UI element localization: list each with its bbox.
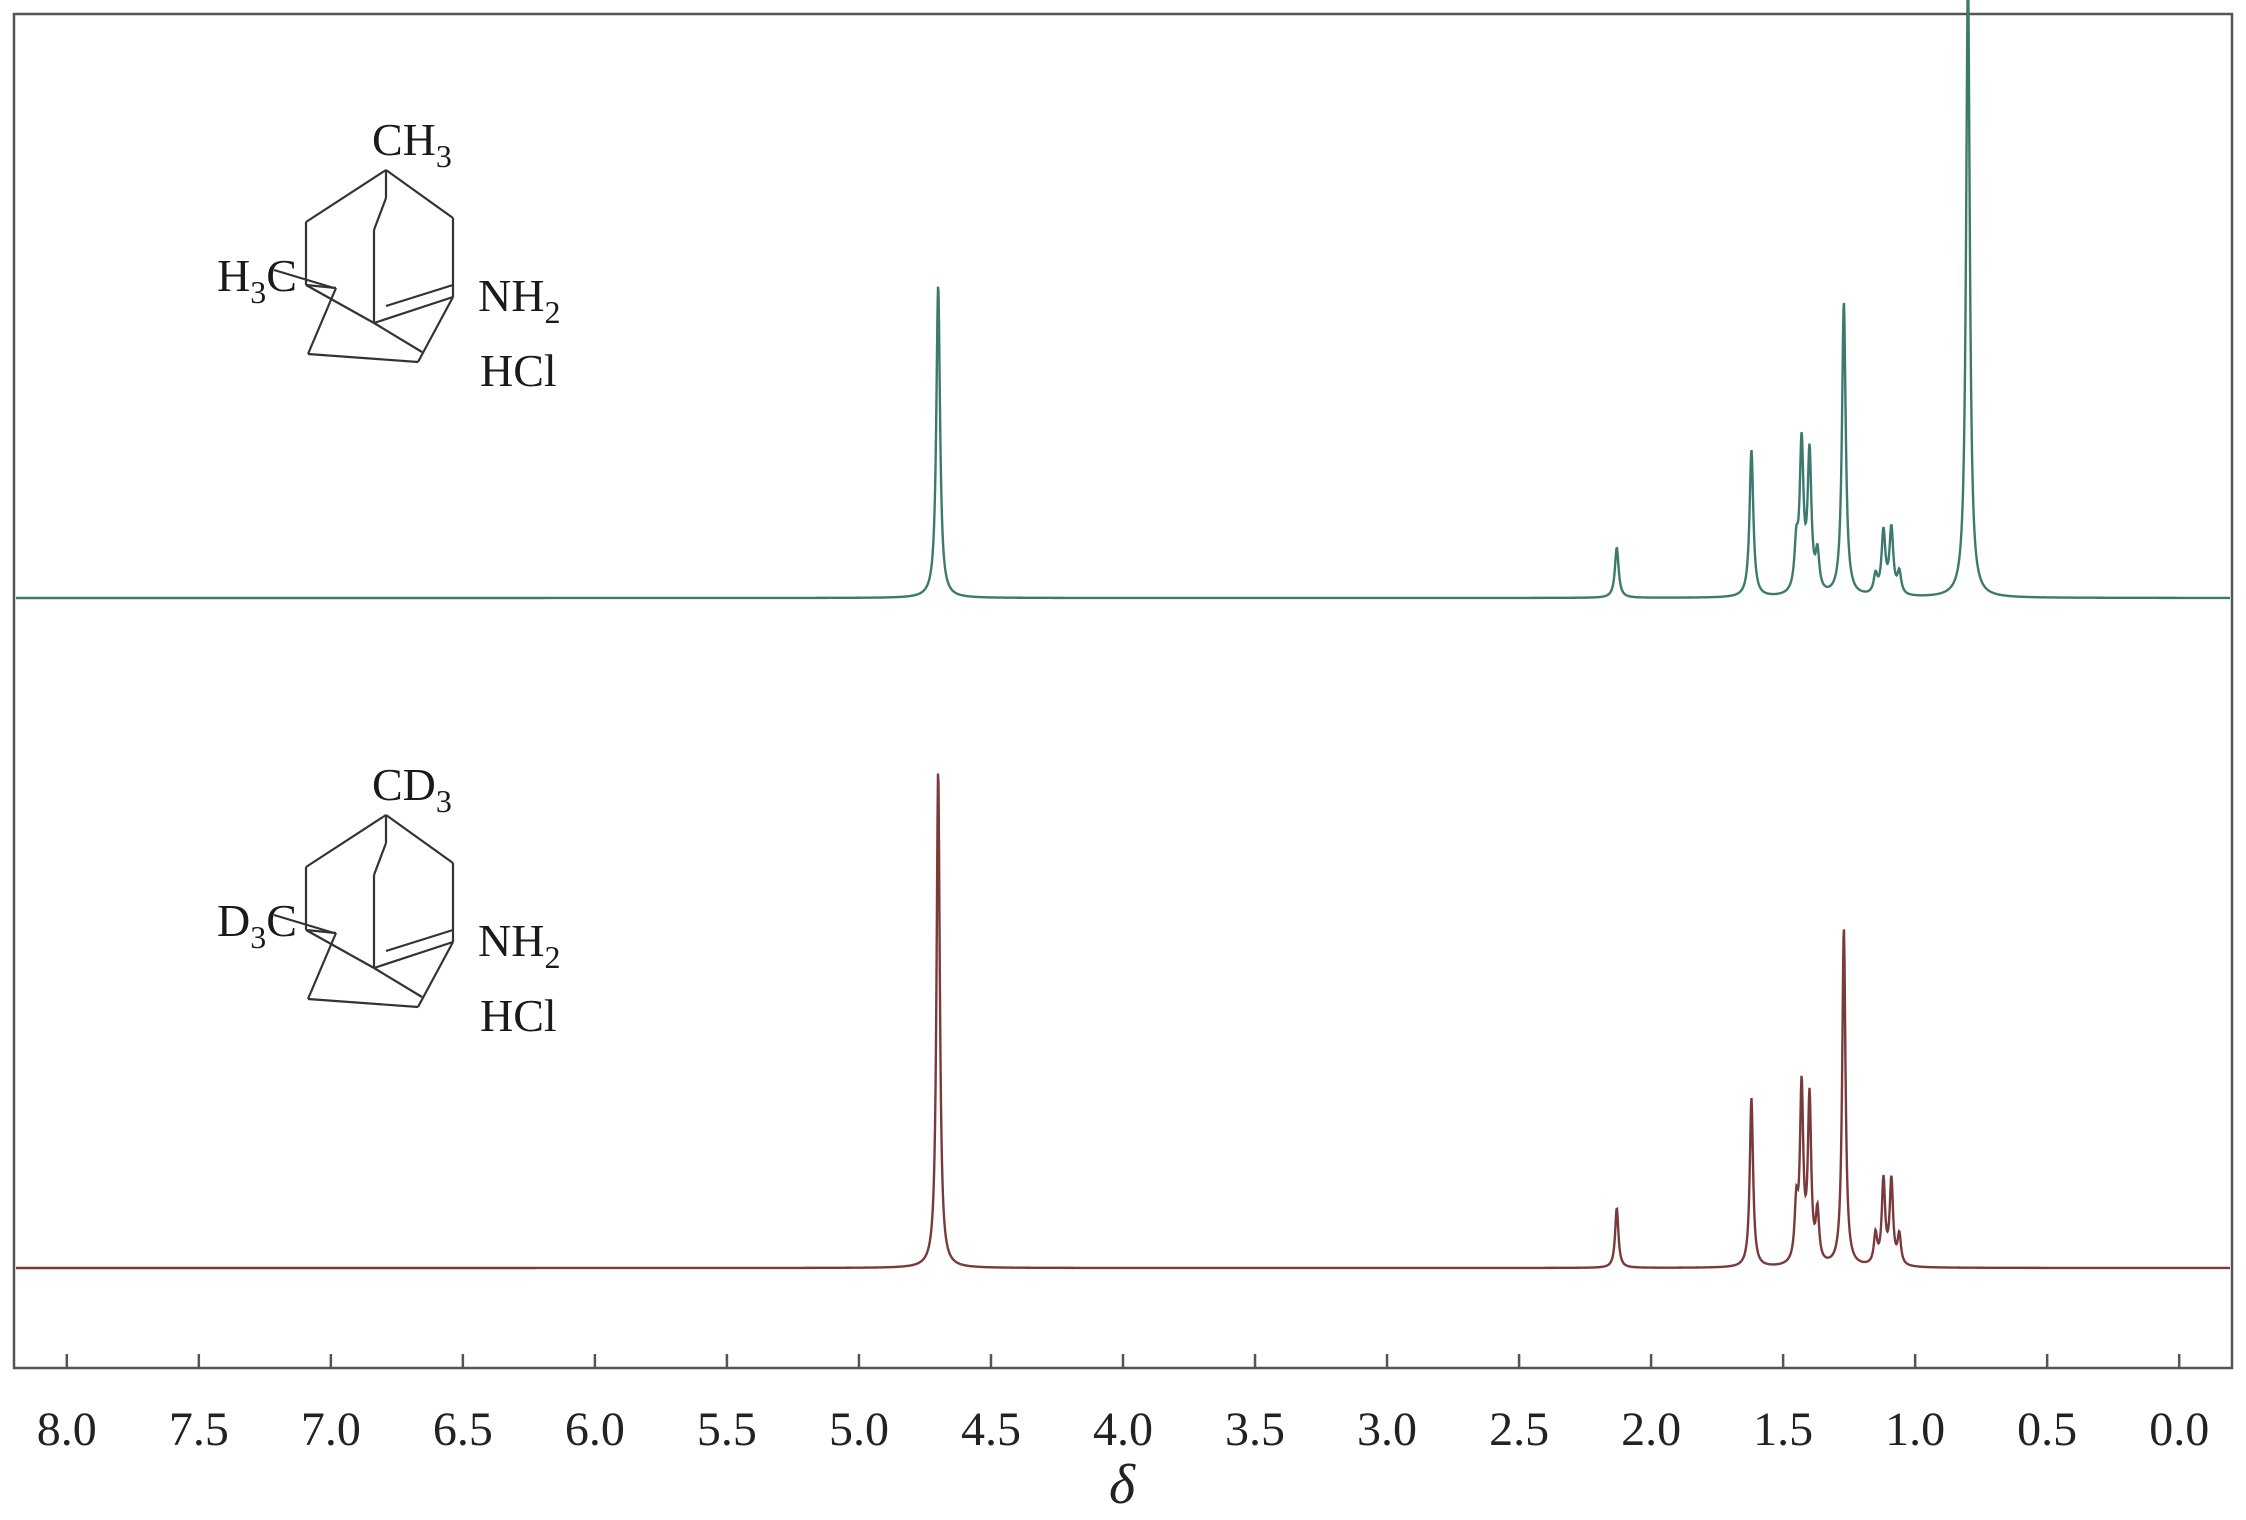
x-tick-label-12: 2.0	[1621, 1403, 1681, 1456]
x-tick-label-14: 1.0	[1885, 1403, 1945, 1456]
x-tick-label-3: 6.5	[433, 1403, 493, 1456]
bond-line	[273, 913, 335, 935]
bond-line	[305, 284, 375, 324]
bond-line	[307, 997, 419, 1009]
spectrum-trace-2	[16, 773, 2230, 1270]
bond-line	[307, 352, 419, 364]
x-tick-label-11: 2.5	[1489, 1403, 1549, 1456]
left-methyl-label: H3C	[217, 250, 297, 310]
left-methyl-label: D3C	[217, 895, 297, 955]
x-tick-label-7: 4.5	[961, 1403, 1021, 1456]
top-methyl-label: CD3	[372, 759, 452, 819]
molecule-structures: CH3 H3C NH2 HCl CD3 D3C NH2 HCl	[217, 114, 560, 1041]
amine-label: NH2	[478, 270, 560, 330]
bond-line	[373, 940, 454, 970]
x-tick-label-6: 5.0	[829, 1403, 889, 1456]
bond-line	[306, 287, 338, 355]
amine-label: NH2	[478, 915, 560, 975]
x-tick-label-9: 3.5	[1225, 1403, 1285, 1456]
bond-line	[273, 268, 335, 290]
bond-line	[373, 967, 423, 998]
molecule-structure-1: CH3 H3C NH2 HCl	[217, 114, 560, 396]
x-tick-label-15: 0.5	[2017, 1403, 2077, 1456]
x-tick-label-2: 7.0	[301, 1403, 361, 1456]
bond-line	[385, 814, 454, 864]
x-tick-label-5: 5.5	[697, 1403, 757, 1456]
bond-line	[417, 296, 454, 363]
x-tick-label-13: 1.5	[1753, 1403, 1813, 1456]
bond-line	[385, 928, 454, 953]
salt-label: HCl	[480, 345, 557, 396]
x-tick-label-16: 0.0	[2149, 1403, 2209, 1456]
x-tick-label-4: 6.0	[565, 1403, 625, 1456]
bond-line	[372, 197, 388, 231]
molecule-structure-2: CD3 D3C NH2 HCl	[217, 759, 560, 1041]
bond-line	[385, 283, 454, 308]
bond-line	[372, 842, 388, 876]
top-methyl-label: CH3	[372, 114, 452, 174]
x-axis-tick-labels: 8.0 7.5 7.0 6.5 6.0 5.5 5.0 4.5 4.0 3.5 3.0 2.5 2.0 1…	[37, 1403, 2209, 1456]
bond-line	[305, 814, 387, 868]
x-axis-ticks	[65, 1354, 2181, 1368]
x-tick-label-1: 7.5	[169, 1403, 229, 1456]
plot-frame	[12, 12, 2234, 1370]
bond-line	[305, 929, 375, 969]
x-tick-label-0: 8.0	[37, 1403, 97, 1456]
x-tick-label-10: 3.0	[1357, 1403, 1417, 1456]
x-tick-label-8: 4.0	[1093, 1403, 1153, 1456]
spectra	[16, 0, 2230, 1270]
bond-line	[385, 169, 454, 219]
bond-line	[306, 932, 338, 1000]
bond-line	[373, 322, 423, 353]
bond-line	[305, 169, 387, 223]
bond-line	[373, 295, 454, 325]
spectrum-trace-1	[16, 0, 2230, 600]
bond-line	[417, 941, 454, 1008]
x-axis-title: δ	[1109, 1454, 1136, 1516]
salt-label: HCl	[480, 990, 557, 1041]
